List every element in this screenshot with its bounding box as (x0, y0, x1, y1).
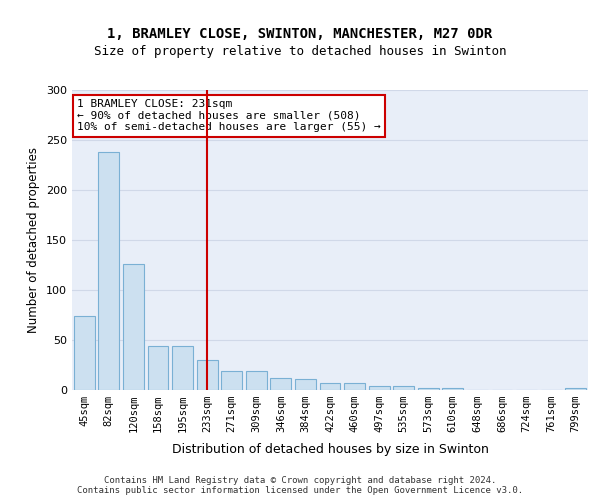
Bar (221, 371, 242, 390)
Bar (320, 383, 340, 390)
Bar (442, 388, 463, 390)
Bar (418, 388, 439, 390)
Bar (295, 379, 316, 390)
Bar (172, 346, 193, 390)
Text: 1, BRAMLEY CLOSE, SWINTON, MANCHESTER, M27 0DR: 1, BRAMLEY CLOSE, SWINTON, MANCHESTER, M… (107, 28, 493, 42)
Bar (393, 386, 414, 390)
Bar (271, 378, 292, 390)
Bar (197, 360, 218, 390)
Bar (344, 383, 365, 390)
Text: 1 BRAMLEY CLOSE: 231sqm
← 90% of detached houses are smaller (508)
10% of semi-d: 1 BRAMLEY CLOSE: 231sqm ← 90% of detache… (77, 99, 381, 132)
Bar (123, 264, 144, 390)
Bar (74, 316, 95, 390)
Bar (98, 152, 119, 390)
Bar (246, 371, 267, 390)
Text: Contains HM Land Registry data © Crown copyright and database right 2024.
Contai: Contains HM Land Registry data © Crown c… (77, 476, 523, 495)
Bar (148, 346, 169, 390)
Bar (565, 388, 586, 390)
Bar (368, 386, 389, 390)
X-axis label: Distribution of detached houses by size in Swinton: Distribution of detached houses by size … (172, 444, 488, 456)
Text: Size of property relative to detached houses in Swinton: Size of property relative to detached ho… (94, 45, 506, 58)
Y-axis label: Number of detached properties: Number of detached properties (28, 147, 40, 333)
